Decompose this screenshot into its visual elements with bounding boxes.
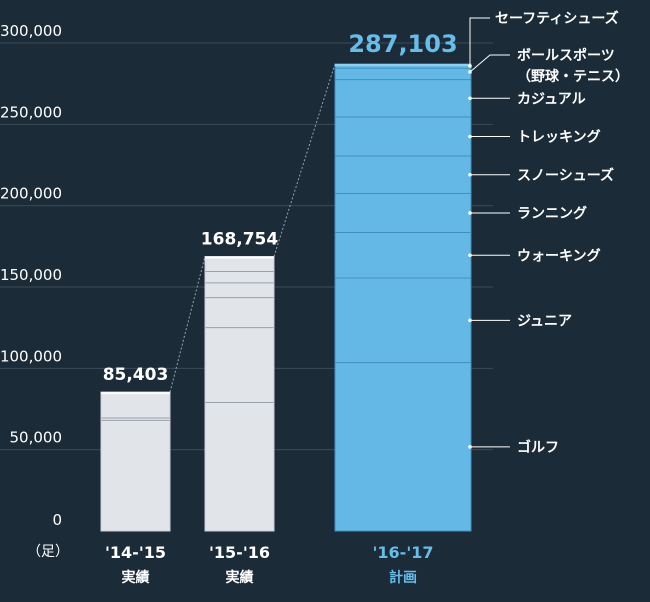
legend-label: セーフティシューズ [495,10,619,27]
bar-segment [335,233,471,279]
bar-segment [205,328,274,403]
bar-segment [335,117,471,156]
y-tick-label: 250,000 [0,103,62,121]
y-tick-label: 300,000 [0,22,62,40]
y-tick-label: 100,000 [0,347,62,365]
bar-segment [205,402,274,531]
legend-label: ボールスポーツ [517,47,615,64]
legend-leader [470,18,490,66]
total-label: 287,103 [348,30,457,58]
x-tick-status: 実績 [226,569,254,586]
legend-label: （野球・テニス） [517,68,629,85]
x-tick-label: '15-'16 [209,543,270,562]
legend-label: ウォーキング [517,247,601,264]
legend-label: カジュアル [517,91,586,107]
y-tick-label: 150,000 [0,266,62,284]
legend-leader [470,55,510,72]
connector-line [274,64,335,257]
unit-label: （足） [27,544,69,560]
y-axis: 0 50,000 100,000 150,000 200,000 250,000 300,0… [0,22,62,529]
bar-segment [335,278,471,363]
x-tick-label: '14-'15 [105,543,166,562]
legend-label: ゴルフ [517,439,559,456]
y-tick-label: 200,000 [0,185,62,203]
y-tick-label: 50,000 [10,429,63,447]
bar-segment [101,420,170,531]
bar-segment [205,283,274,298]
x-tick-status: 計画 [389,569,417,586]
legend-label: スノーシューズ [517,167,614,184]
bar-segment [205,257,274,272]
bar-segment [335,363,471,531]
bar-segment [205,272,274,283]
total-label: 168,754 [201,229,279,249]
legend-label: ランニング [517,205,587,222]
bar-segment [335,80,471,117]
bars-layer [101,64,471,531]
legend-label: ジュニア [517,313,572,329]
bar-segment [205,298,274,328]
bar-segment [335,193,471,232]
x-tick-label: '16-'17 [373,543,434,562]
legend-label: トレッキング [517,129,601,146]
y-tick-label: 0 [52,511,62,529]
bar-segment [335,156,471,193]
bar-segment [335,68,471,79]
bar-segment [101,392,170,418]
connector-line [170,256,205,392]
total-label: 85,403 [103,365,169,385]
x-tick-status: 実績 [122,569,150,586]
